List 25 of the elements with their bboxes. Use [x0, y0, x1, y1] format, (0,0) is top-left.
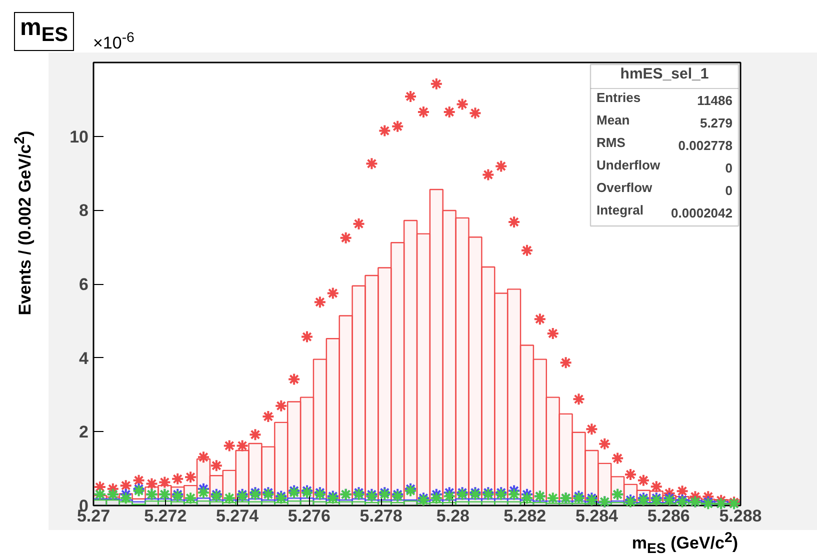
text: Overflow 0 — [596, 180, 733, 198]
x-tick-label: 5.286 — [647, 506, 690, 526]
y-tick-label: 8 — [79, 201, 89, 220]
y-tick-label: 6 — [79, 275, 89, 294]
x-tick-label: 5.276 — [288, 506, 330, 526]
text: Entries 11486 — [596, 90, 733, 108]
chart-title: m$_{ES}$ — [20, 14, 68, 46]
text: (GeV/c$^{2}$) — [670, 530, 738, 553]
y-tick-label: 2 — [79, 422, 89, 442]
text: Underflow 0 — [596, 158, 733, 176]
text: Mean 5.279 — [596, 112, 733, 130]
text: ×10$^{-6}$ — [93, 29, 134, 55]
x-tick-label: 5.28 — [436, 506, 470, 526]
y-tick-label: 4 — [79, 348, 90, 368]
text: RMS 0.002778 — [596, 135, 733, 153]
text: Integral 0.0002042 — [596, 202, 732, 220]
annotation: hmES_sel_1 — [620, 66, 709, 82]
x-tick-label: 5.274 — [216, 506, 260, 526]
x-tick-label: 5.272 — [144, 506, 187, 526]
x-tick-label: 5.284 — [575, 506, 619, 526]
x-tick-label: 5.278 — [360, 506, 402, 526]
x-tick-label: 5.288 — [719, 506, 762, 526]
text: m$_{ES}$ — [632, 534, 666, 555]
x-tick-label: 5.282 — [504, 506, 546, 526]
y-tick-label: 10 — [70, 127, 89, 146]
